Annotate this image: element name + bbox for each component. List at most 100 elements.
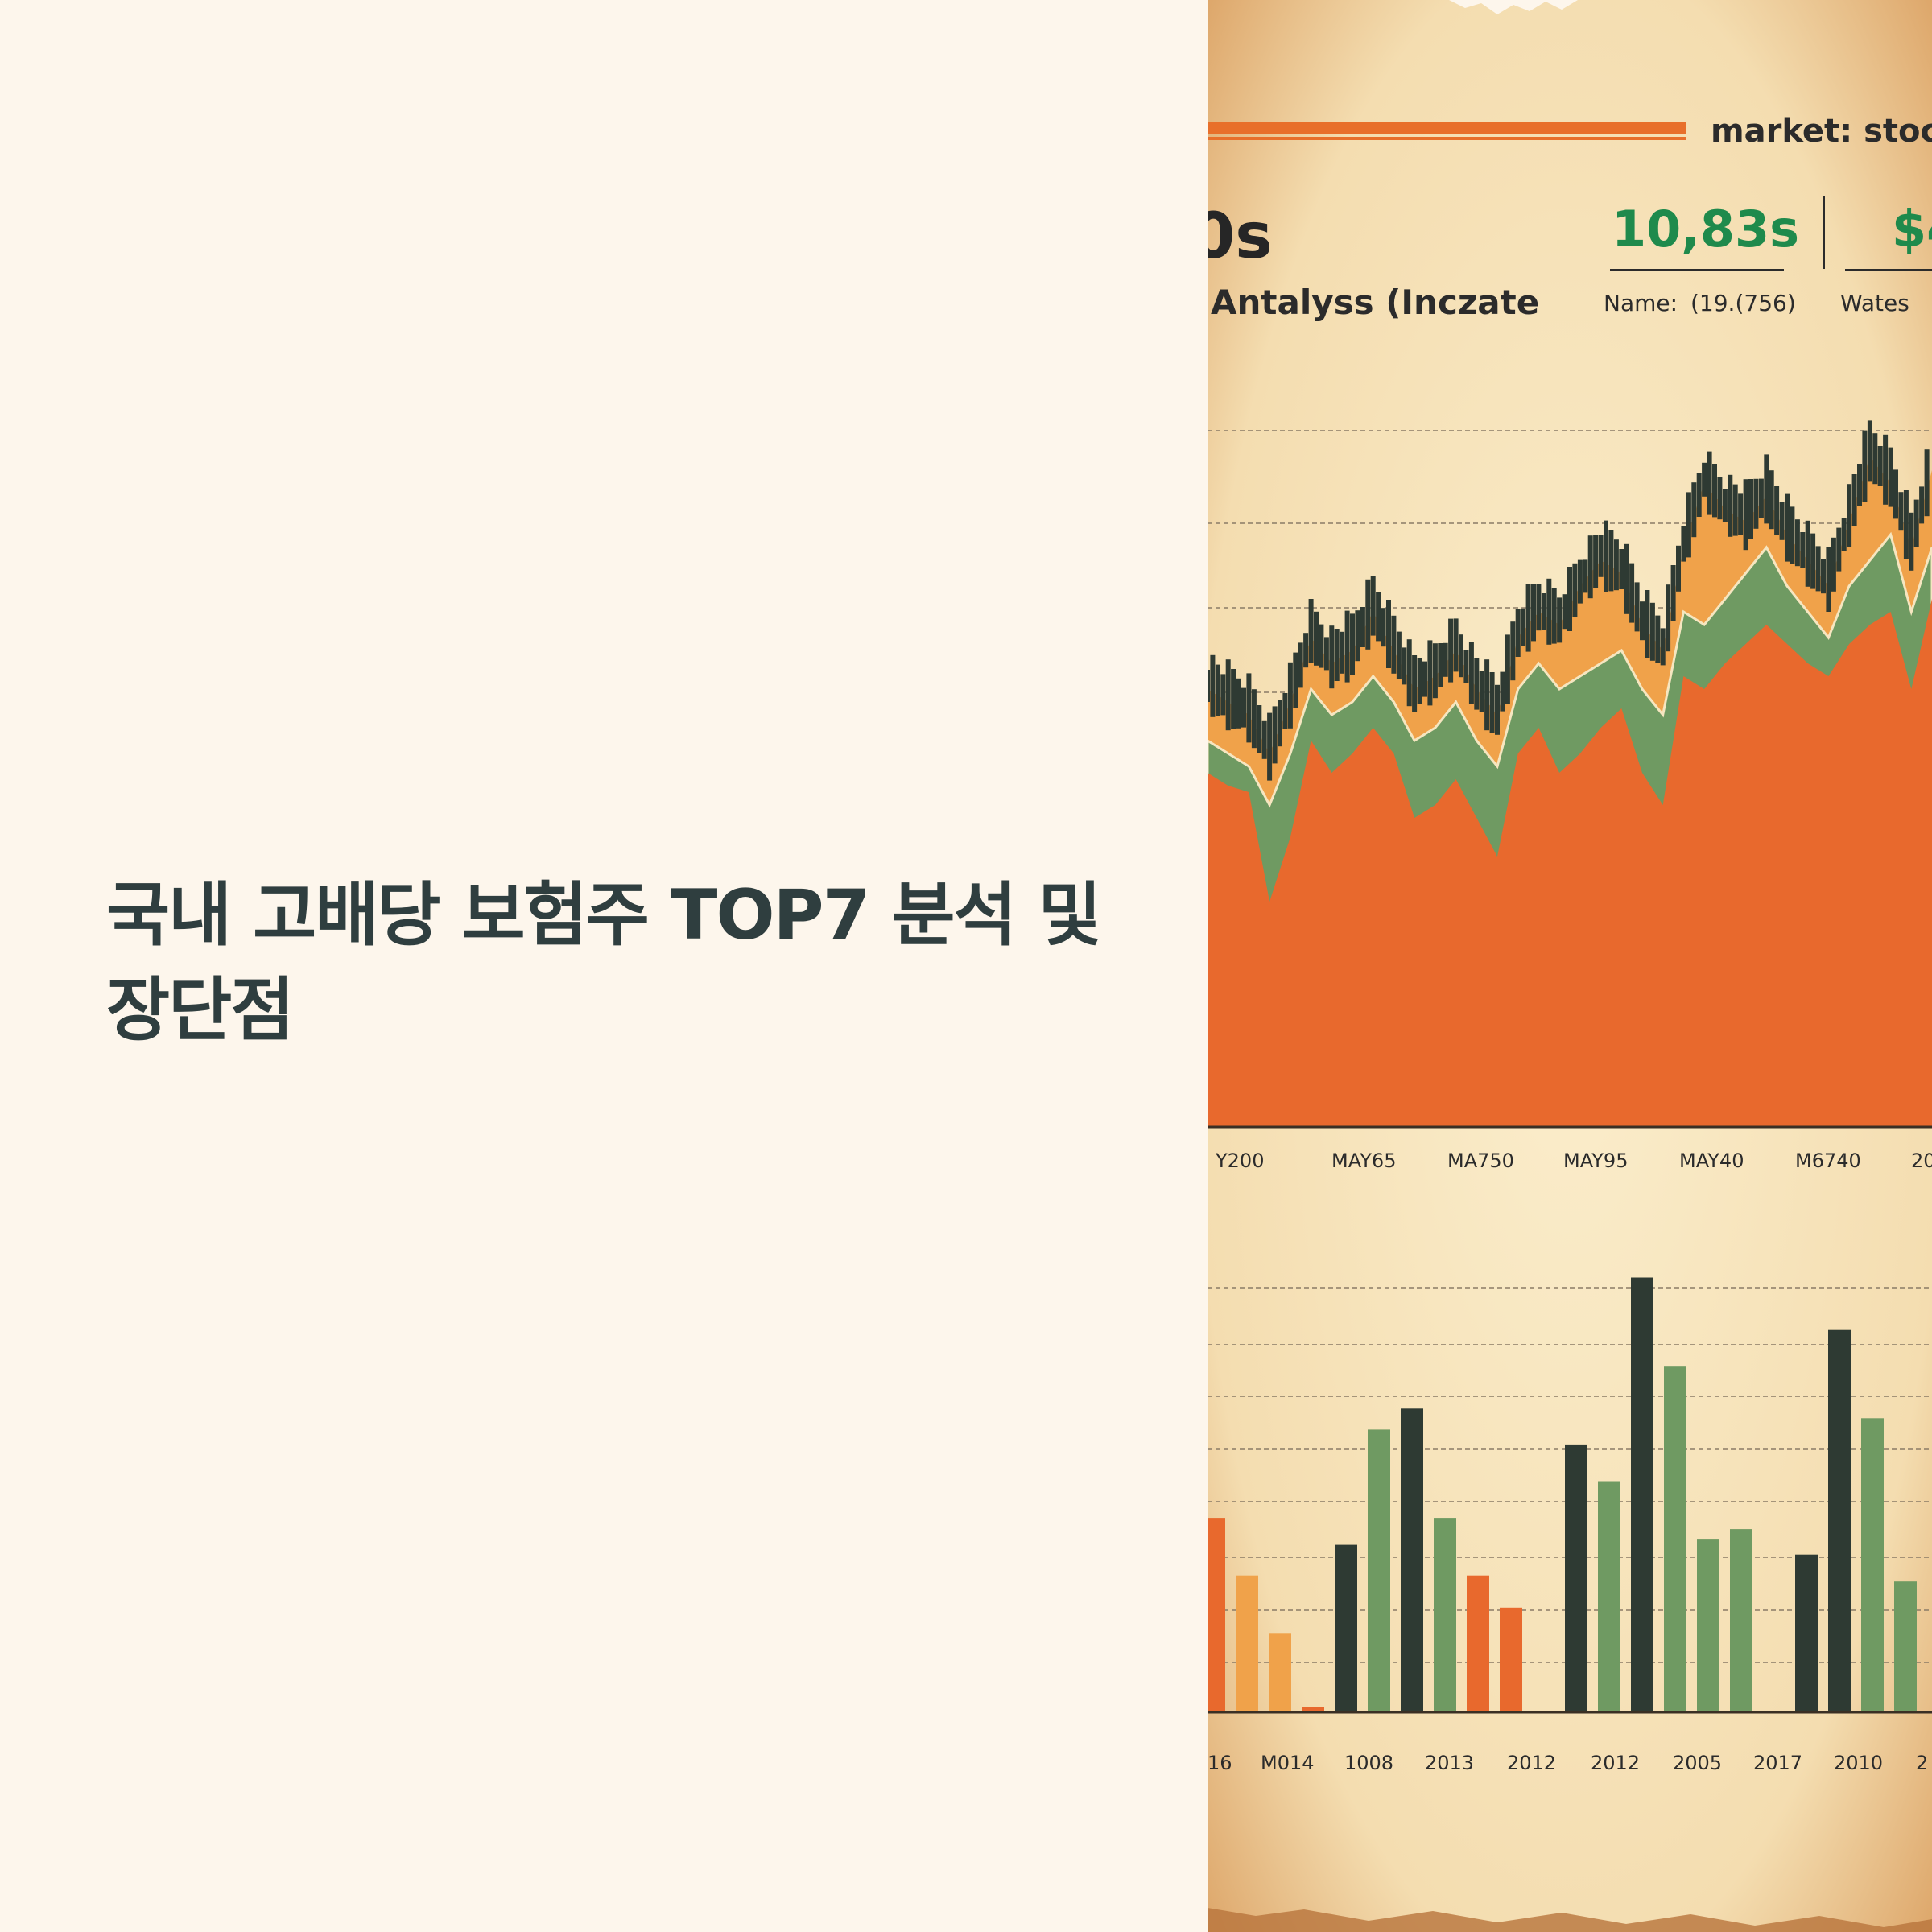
candle-mark	[1350, 613, 1355, 675]
candle-mark	[1417, 658, 1422, 704]
candle-mark	[1857, 464, 1862, 506]
candle-mark	[1909, 512, 1914, 571]
candle-mark	[1572, 563, 1578, 617]
candle-mark	[1510, 621, 1516, 681]
candle-mark	[1867, 420, 1872, 482]
header-label: market: stock	[1711, 113, 1932, 150]
area-x-tick-label: MAY65	[1331, 1150, 1396, 1172]
candle-mark	[1649, 602, 1655, 661]
candle-mark	[1640, 601, 1645, 641]
candle-mark	[1282, 693, 1288, 729]
candle-mark	[1355, 610, 1360, 662]
candle-mark	[1769, 470, 1774, 530]
bar-mark	[1795, 1554, 1818, 1712]
candle-mark	[1666, 584, 1671, 652]
candle-mark	[1381, 608, 1386, 647]
bar-x-tick-label: M014	[1261, 1752, 1315, 1774]
bar-mark	[1500, 1607, 1522, 1712]
candle-mark	[1883, 434, 1889, 505]
area-x-tick-label: 20115	[1911, 1150, 1932, 1172]
candle-mark	[1903, 490, 1909, 559]
area-x-tick-label: MAY40	[1679, 1150, 1744, 1172]
second-underline	[1845, 269, 1932, 271]
candle-mark	[1583, 559, 1588, 593]
torn-paper-edge	[1449, 0, 1578, 14]
candle-mark	[1396, 631, 1402, 679]
candle-mark	[1841, 518, 1847, 551]
candle-mark	[1479, 671, 1484, 712]
candle-mark	[1329, 625, 1335, 689]
bar-mark	[1269, 1633, 1291, 1712]
candle-mark	[1707, 451, 1712, 515]
candle-mark	[1815, 546, 1821, 592]
bar-x-tick-label: 2012	[1507, 1752, 1556, 1774]
candle-mark	[1438, 643, 1443, 687]
candle-mark	[1386, 600, 1391, 668]
bar-mark	[1894, 1581, 1917, 1712]
candle-mark	[1794, 519, 1800, 567]
candle-mark	[1287, 662, 1293, 729]
candle-mark	[1484, 659, 1490, 731]
candle-mark	[1208, 670, 1210, 702]
candle-mark	[1432, 643, 1438, 699]
candle-mark	[1406, 639, 1412, 707]
candle-mark	[1515, 609, 1521, 657]
bar-mark	[1236, 1575, 1258, 1712]
bar-x-tick-label: 2012	[1591, 1752, 1640, 1774]
candle-mark	[1443, 642, 1448, 677]
candle-mark	[1453, 618, 1459, 672]
bar-mark	[1302, 1707, 1324, 1712]
candle-mark	[1505, 634, 1510, 704]
candle-mark	[1608, 530, 1614, 592]
bar-x-tick-label: 2017	[1753, 1752, 1802, 1774]
candle-mark	[1500, 671, 1505, 712]
candle-mark	[1344, 610, 1350, 683]
candle-mark	[1613, 539, 1619, 591]
bar-mark	[1631, 1277, 1653, 1712]
candle-mark	[1562, 594, 1567, 630]
candle-mark	[1489, 672, 1495, 733]
candle-mark	[1712, 464, 1717, 518]
bar-mark	[1730, 1529, 1752, 1712]
candle-mark	[1459, 634, 1463, 678]
candle-mark	[1541, 593, 1546, 630]
candle-mark	[1577, 559, 1583, 604]
big-partial-heading: 0s	[1208, 200, 1273, 273]
bar-x-tick-label: 2010	[1834, 1752, 1883, 1774]
candle-mark	[1210, 654, 1216, 717]
second-label-partial: Wates	[1840, 290, 1909, 316]
candle-mark	[1604, 520, 1608, 592]
candle-mark	[1567, 567, 1572, 631]
bar-mark	[1368, 1429, 1390, 1712]
candle-mark	[1531, 584, 1536, 642]
candle-mark	[1251, 689, 1257, 749]
header-rule	[1208, 122, 1686, 134]
candle-mark	[1732, 484, 1738, 536]
candle-mark	[1898, 492, 1904, 531]
candle-mark	[1888, 447, 1893, 507]
stat-name-value: (19.(756)	[1690, 290, 1796, 316]
bar-x-tick-label: 16	[1208, 1752, 1232, 1774]
title-panel: 국내 고배당 보험주 TOP7 분석 및 장단점	[106, 875, 1102, 1051]
candle-mark	[1660, 628, 1666, 666]
candle-mark	[1774, 486, 1780, 535]
candle-mark	[1598, 535, 1604, 577]
candle-mark	[1376, 592, 1381, 642]
candle-mark	[1536, 584, 1542, 631]
candle-mark	[1696, 473, 1702, 517]
area-series-1	[1208, 599, 1932, 1127]
candle-mark	[1691, 482, 1697, 538]
stat-divider	[1823, 196, 1825, 269]
candle-mark	[1924, 449, 1930, 517]
candle-mark	[1676, 545, 1681, 592]
illustration-canvas: market: stock 0s Antalyss (Inczate 10,83…	[1208, 0, 1932, 1932]
candle-mark	[1267, 712, 1273, 781]
bar-x-tick-label: 2013	[1425, 1752, 1474, 1774]
candle-mark	[1826, 547, 1831, 612]
candle-mark	[1728, 474, 1733, 537]
candle-mark	[1298, 642, 1303, 688]
candle-mark	[1790, 506, 1795, 564]
candle-mark	[1293, 652, 1298, 708]
candle-mark	[1722, 489, 1728, 522]
candle-mark	[1557, 597, 1563, 643]
